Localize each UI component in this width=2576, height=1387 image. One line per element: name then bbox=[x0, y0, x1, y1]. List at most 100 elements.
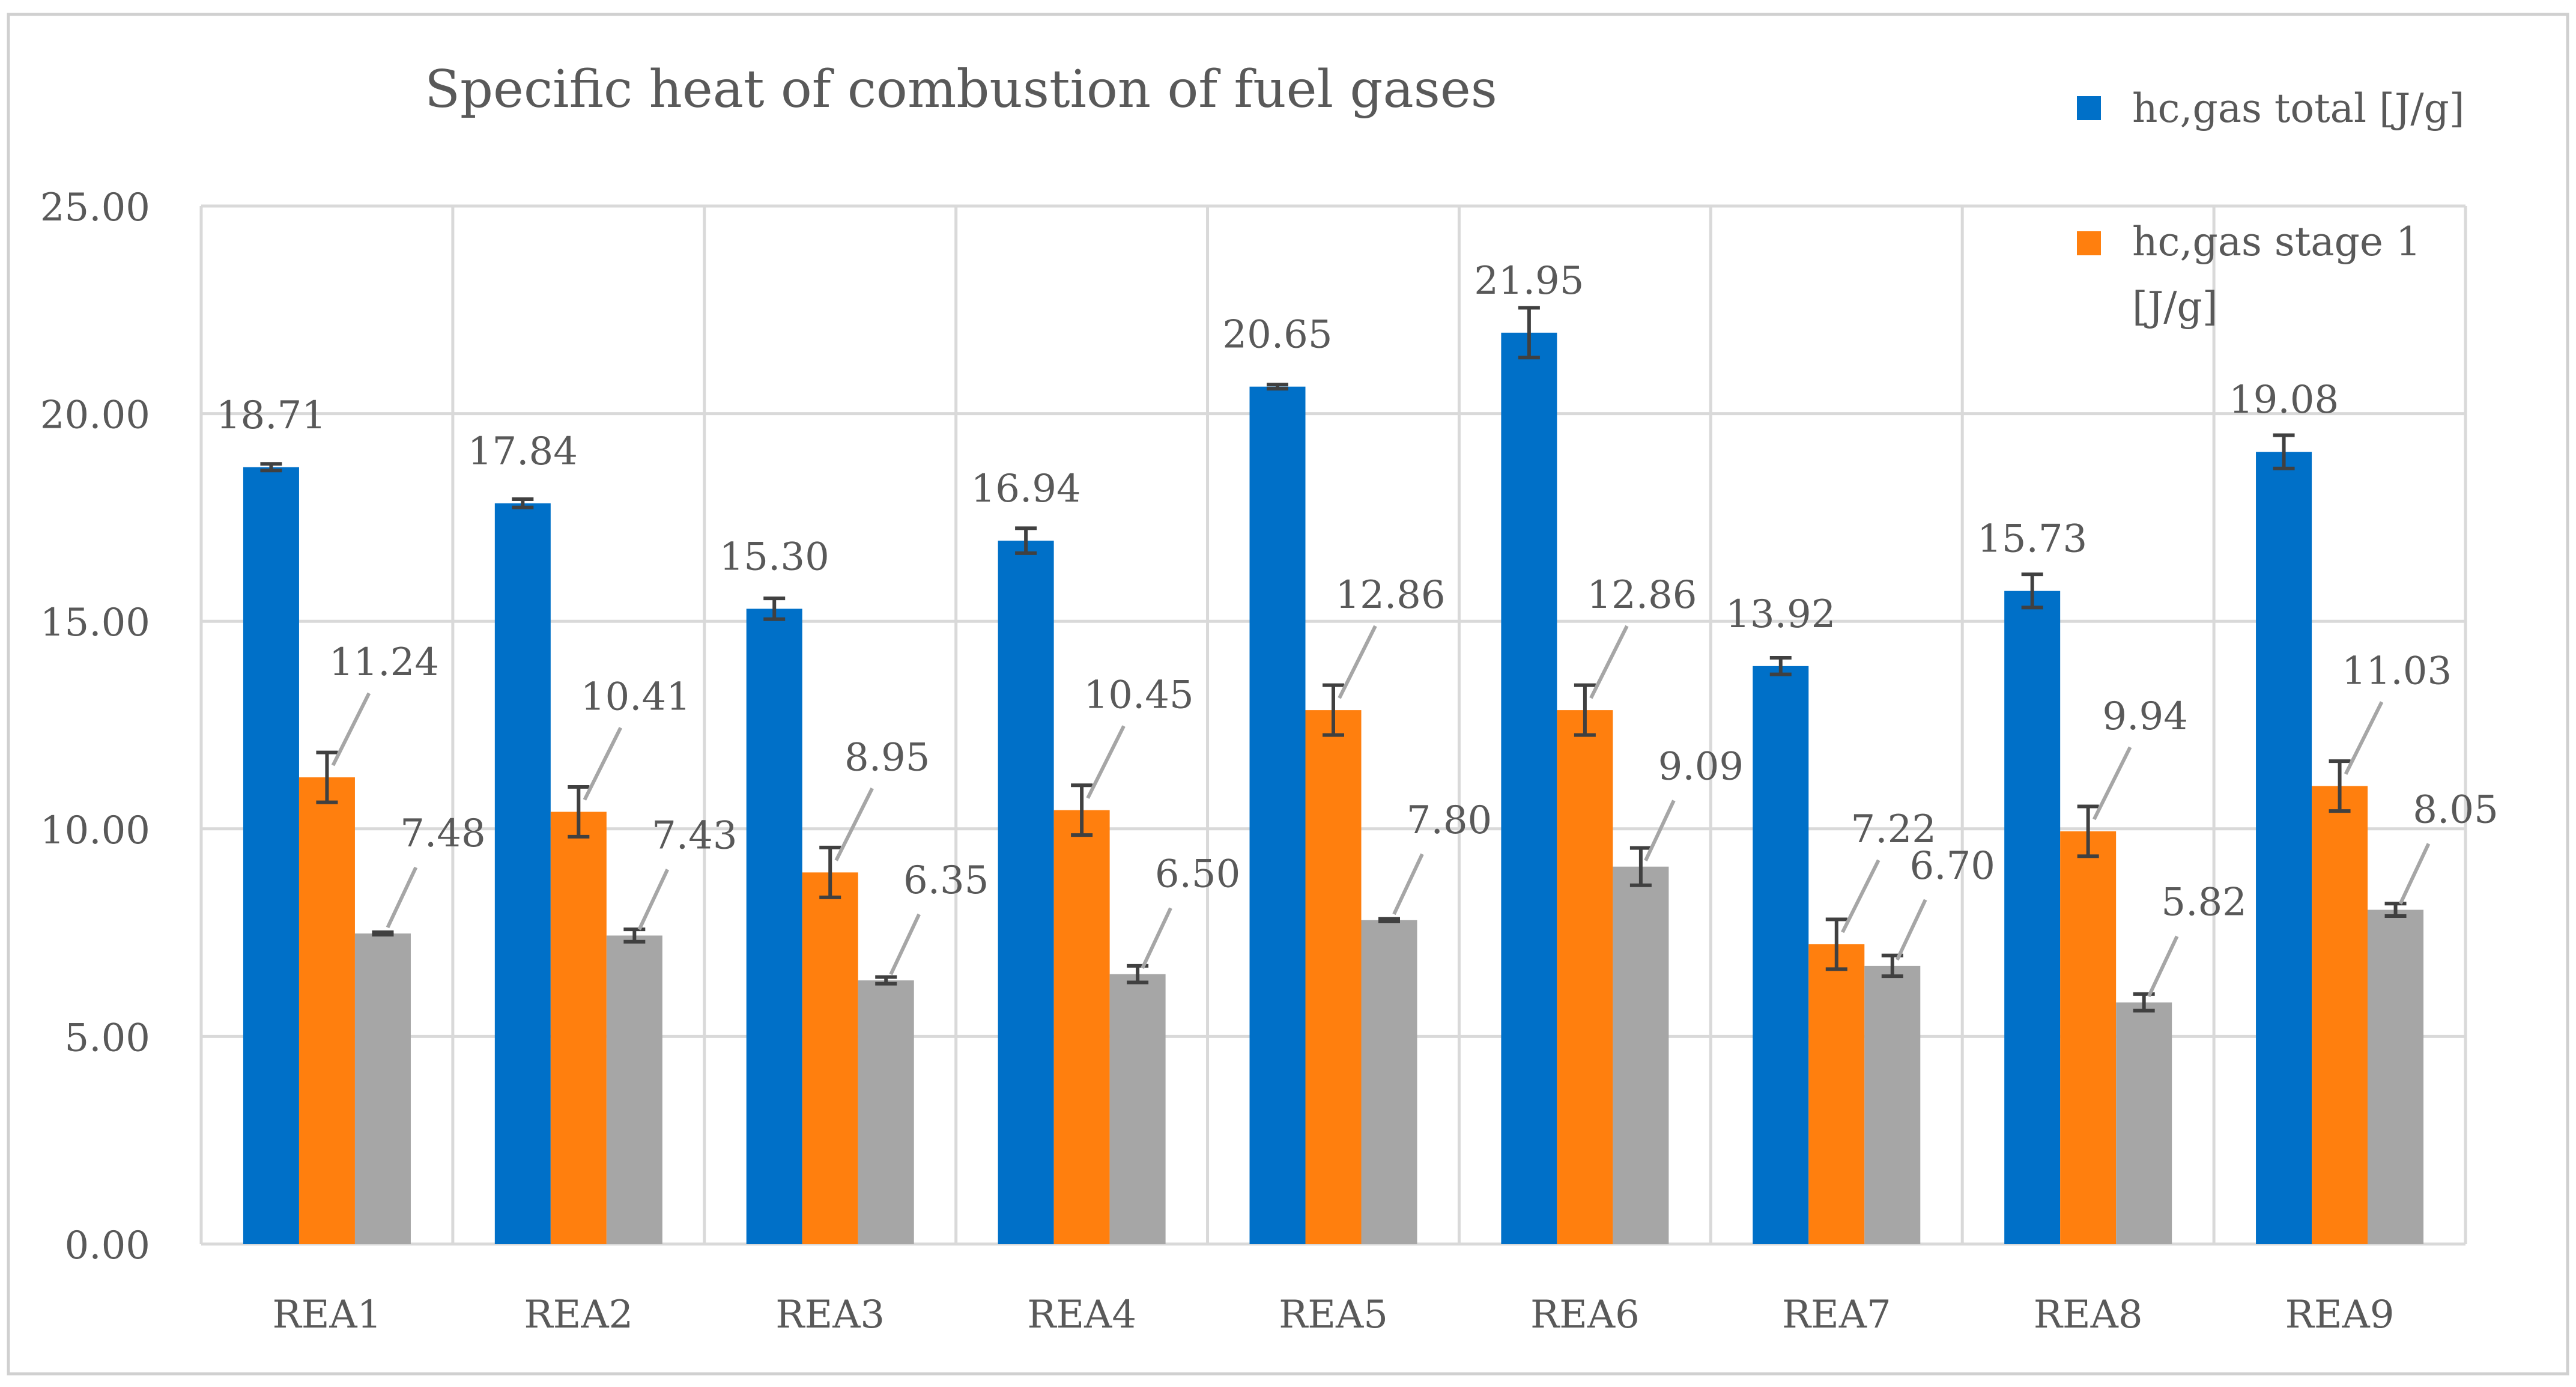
data-label: 11.24 bbox=[329, 640, 439, 685]
leader-line bbox=[386, 866, 418, 929]
data-label: 7.22 bbox=[1851, 807, 1937, 852]
bar bbox=[1249, 386, 1306, 1244]
bar bbox=[243, 467, 299, 1244]
bar bbox=[1053, 810, 1110, 1244]
bar bbox=[1753, 666, 1809, 1244]
data-label: 12.86 bbox=[1335, 573, 1445, 618]
data-label: 21.95 bbox=[1474, 259, 1584, 303]
chart-title: Specific heat of combustion of fuel gase… bbox=[425, 59, 1497, 120]
leader-line bbox=[331, 692, 371, 766]
leader-line bbox=[1086, 725, 1126, 800]
data-label: 7.48 bbox=[400, 812, 486, 856]
bar bbox=[494, 503, 551, 1244]
legend-label: hc,gas total [J/g] bbox=[2132, 85, 2465, 132]
bar bbox=[998, 541, 1054, 1244]
x-axis-ticks: REA1 REA2 REA3 REA4 REA5 REA6 REA7 REA8 REA9 bbox=[273, 1293, 2395, 1337]
data-label: 6.35 bbox=[903, 858, 989, 903]
data-label: 5.82 bbox=[2161, 881, 2247, 925]
y-tick-label: 0.00 bbox=[65, 1224, 151, 1268]
bar bbox=[1557, 710, 1613, 1244]
data-label: 8.05 bbox=[2413, 788, 2499, 833]
legend-swatch bbox=[2077, 96, 2101, 120]
data-label: 10.41 bbox=[581, 675, 691, 719]
bar bbox=[1109, 974, 1166, 1244]
y-tick-label: 5.00 bbox=[65, 1016, 151, 1060]
data-label: 13.92 bbox=[1726, 592, 1835, 637]
leader-line bbox=[1644, 800, 1676, 861]
data-label: 8.95 bbox=[844, 735, 930, 780]
bar bbox=[1808, 944, 1865, 1244]
y-tick-label: 15.00 bbox=[40, 601, 150, 645]
bar bbox=[2368, 909, 2424, 1244]
data-label: 9.94 bbox=[2102, 694, 2188, 739]
data-label: 20.65 bbox=[1222, 313, 1332, 357]
x-tick-label: REA5 bbox=[1279, 1293, 1388, 1337]
x-tick-label: REA1 bbox=[273, 1293, 382, 1337]
bar bbox=[858, 980, 914, 1244]
x-tick-label: REA3 bbox=[775, 1293, 885, 1337]
bar bbox=[1361, 920, 1417, 1244]
leader-line bbox=[2147, 935, 2179, 997]
leader-line bbox=[637, 869, 670, 930]
error-bars bbox=[260, 306, 2407, 1013]
x-tick-label: REA4 bbox=[1027, 1293, 1136, 1337]
bar bbox=[1864, 965, 1921, 1244]
data-label: 15.73 bbox=[1977, 517, 2087, 562]
leader-line bbox=[889, 913, 921, 976]
data-label: 6.70 bbox=[1910, 844, 1996, 888]
x-tick-label: REA8 bbox=[2034, 1293, 2143, 1337]
legend-label: hc,gas stage 1 bbox=[2132, 219, 2421, 265]
legend: hc,gas total [J/g] hc,gas stage 1 [J/g] bbox=[2077, 85, 2465, 330]
x-tick-label: REA9 bbox=[2285, 1293, 2395, 1337]
y-axis-ticks: 0.00 5.00 10.00 15.00 20.00 25.00 bbox=[40, 186, 150, 1268]
leader-line bbox=[1141, 907, 1172, 969]
bar bbox=[1613, 866, 1669, 1244]
bar bbox=[746, 609, 802, 1244]
data-label: 7.43 bbox=[652, 813, 738, 858]
x-tick-label: REA6 bbox=[1530, 1293, 1640, 1337]
legend-swatch bbox=[2077, 231, 2101, 255]
bar bbox=[802, 872, 858, 1244]
leader-line bbox=[1392, 853, 1424, 915]
y-tick-label: 25.00 bbox=[40, 186, 150, 230]
data-labels: 18.71 17.84 15.30 16.94 20.65 21.95 13.92 15.73… bbox=[216, 259, 2499, 925]
data-label: 10.45 bbox=[1084, 673, 1194, 718]
legend-label: [J/g] bbox=[2132, 284, 2217, 330]
leader-line bbox=[2398, 843, 2431, 905]
y-tick-label: 10.00 bbox=[40, 809, 150, 853]
data-label: 15.30 bbox=[720, 535, 829, 579]
data-label: 18.71 bbox=[216, 393, 326, 438]
data-label: 19.08 bbox=[2229, 378, 2339, 422]
leader-line bbox=[1338, 625, 1377, 699]
x-tick-label: REA2 bbox=[524, 1293, 633, 1337]
leader-line bbox=[2092, 746, 2132, 821]
x-tick-label: REA7 bbox=[1782, 1293, 1891, 1337]
data-label: 11.03 bbox=[2342, 649, 2452, 694]
bar bbox=[1305, 710, 1362, 1244]
data-label: 6.50 bbox=[1155, 852, 1241, 897]
leader-line bbox=[834, 788, 874, 861]
leader-line bbox=[1841, 859, 1880, 933]
y-tick-label: 20.00 bbox=[40, 393, 150, 438]
data-label: 9.09 bbox=[1658, 745, 1744, 789]
bar bbox=[2116, 1002, 2172, 1244]
bar bbox=[2060, 831, 2117, 1244]
leader-line bbox=[1589, 625, 1629, 699]
data-label: 12.86 bbox=[1587, 573, 1697, 618]
leader-line bbox=[583, 727, 623, 801]
bar bbox=[354, 933, 411, 1244]
data-label: 16.94 bbox=[971, 467, 1081, 511]
bar bbox=[1501, 332, 1557, 1245]
bars bbox=[243, 332, 2424, 1245]
bar bbox=[2004, 590, 2061, 1244]
bar bbox=[299, 777, 355, 1244]
data-label: 17.84 bbox=[468, 429, 578, 474]
bar bbox=[550, 812, 607, 1244]
bar bbox=[2312, 786, 2368, 1244]
leader-line bbox=[1896, 899, 1927, 961]
leader-line bbox=[2344, 701, 2384, 775]
data-label: 7.80 bbox=[1407, 798, 1493, 843]
label-leader-lines bbox=[331, 625, 2431, 997]
bar bbox=[2256, 452, 2312, 1244]
